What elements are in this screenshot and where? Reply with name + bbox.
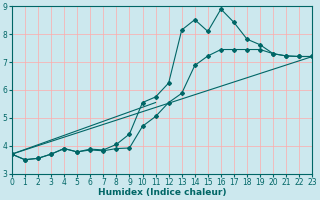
X-axis label: Humidex (Indice chaleur): Humidex (Indice chaleur) <box>98 188 226 197</box>
